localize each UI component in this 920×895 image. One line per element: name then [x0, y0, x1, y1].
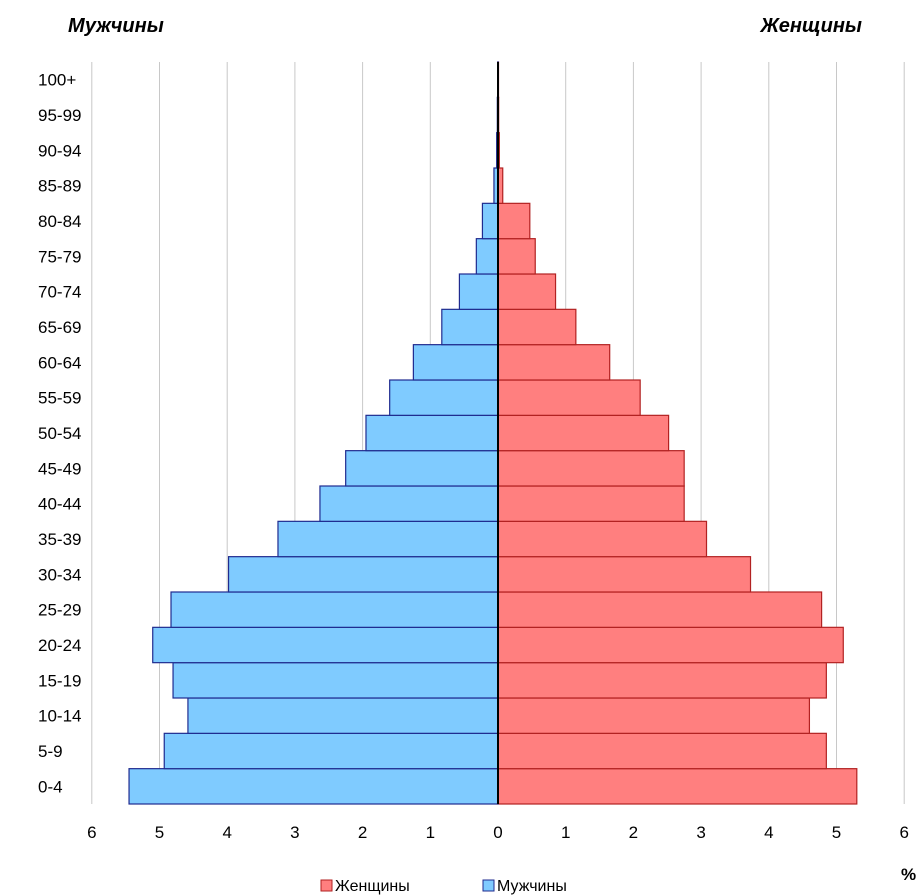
bar-women-20-24: [497, 626, 844, 664]
x-tick-label: 1: [426, 823, 435, 842]
x-tick-label: 4: [764, 823, 773, 842]
x-tick-label: 0: [493, 823, 502, 842]
x-tick-label: 3: [290, 823, 299, 842]
age-label: 100+: [38, 71, 76, 90]
age-group-labels: 0-4 5-9 10-14 15-19 20-24 25-29 30-34 35-39 40-4…: [38, 71, 81, 797]
bar-women-55-59: [497, 379, 641, 416]
bar-women-5-9: [497, 732, 827, 770]
age-label: 75-79: [38, 247, 81, 266]
bar-women-80-84: [497, 202, 531, 240]
bar-men-15-19: [172, 662, 499, 699]
age-label: 70-74: [38, 283, 81, 302]
age-label: 30-34: [38, 565, 81, 584]
left-title: Мужчины: [68, 15, 164, 37]
right-title: Женщины: [759, 15, 862, 37]
x-tick-label: 5: [155, 823, 164, 842]
bar-women-50-54: [497, 414, 670, 452]
legend-label-women: Женщины: [335, 878, 410, 895]
unit-label: %: [901, 865, 916, 884]
bar-men-60-64: [412, 344, 499, 381]
x-tick-label: 2: [358, 823, 367, 842]
bar-women-60-64: [497, 344, 611, 381]
age-label: 20-24: [38, 636, 81, 655]
bar-women-0-4: [497, 768, 858, 805]
age-label: 95-99: [38, 106, 81, 125]
age-label: 25-29: [38, 601, 81, 620]
age-label: 50-54: [38, 424, 81, 443]
legend: Женщины Мужчины: [320, 878, 567, 895]
bar-men-70-74: [458, 273, 499, 310]
bar-men-45-49: [345, 450, 499, 487]
bar-women-10-14: [497, 697, 811, 734]
bar-men-35-39: [277, 520, 499, 558]
bar-men-65-69: [441, 308, 499, 346]
bar-men-80-84: [481, 202, 499, 240]
age-label: 85-89: [38, 177, 81, 196]
bar-women-75-79: [497, 238, 536, 275]
bar-women-40-44: [497, 485, 685, 522]
x-tick-label: 2: [629, 823, 638, 842]
bar-men-5-9: [163, 732, 499, 770]
age-label: 40-44: [38, 495, 81, 514]
age-label: 65-69: [38, 318, 81, 337]
x-tick-label: 4: [222, 823, 231, 842]
bar-women-35-39: [497, 520, 708, 558]
age-label: 45-49: [38, 459, 81, 478]
bar-women-65-69: [497, 308, 577, 346]
bar-men-30-34: [227, 556, 499, 593]
x-tick-label: 6: [899, 823, 908, 842]
age-label: 15-19: [38, 671, 81, 690]
bar-women-25-29: [497, 591, 823, 628]
age-label: 5-9: [38, 742, 63, 761]
bar-men-50-54: [365, 414, 499, 452]
x-tick-label: 3: [696, 823, 705, 842]
bar-men-40-44: [319, 485, 499, 522]
age-label: 55-59: [38, 389, 81, 408]
bar-women-15-19: [497, 662, 827, 699]
x-tick-labels: 6 5 4 3 2 1 0 1 2 3 4 5 6: [87, 823, 909, 842]
age-label: 0-4: [38, 777, 63, 796]
x-tick-label: 5: [832, 823, 841, 842]
age-label: 80-84: [38, 212, 81, 231]
x-tick-label: 1: [561, 823, 570, 842]
bar-men-55-59: [389, 379, 499, 416]
age-label: 35-39: [38, 530, 81, 549]
age-label: 10-14: [38, 707, 81, 726]
bar-women-70-74: [497, 273, 557, 310]
legend-swatch-men: [482, 879, 495, 892]
bar-men-20-24: [152, 626, 499, 664]
bars-group: [128, 61, 858, 805]
legend-label-men: Мужчины: [497, 878, 567, 895]
x-tick-label: 6: [87, 823, 96, 842]
bar-men-25-29: [170, 591, 499, 628]
age-label: 60-64: [38, 353, 81, 372]
legend-swatch-women: [320, 879, 333, 892]
bar-women-45-49: [497, 450, 685, 487]
bar-men-75-79: [475, 238, 499, 275]
age-label: 90-94: [38, 141, 81, 160]
bar-men-10-14: [187, 697, 499, 734]
bar-women-30-34: [497, 556, 752, 593]
bar-men-0-4: [128, 768, 499, 805]
